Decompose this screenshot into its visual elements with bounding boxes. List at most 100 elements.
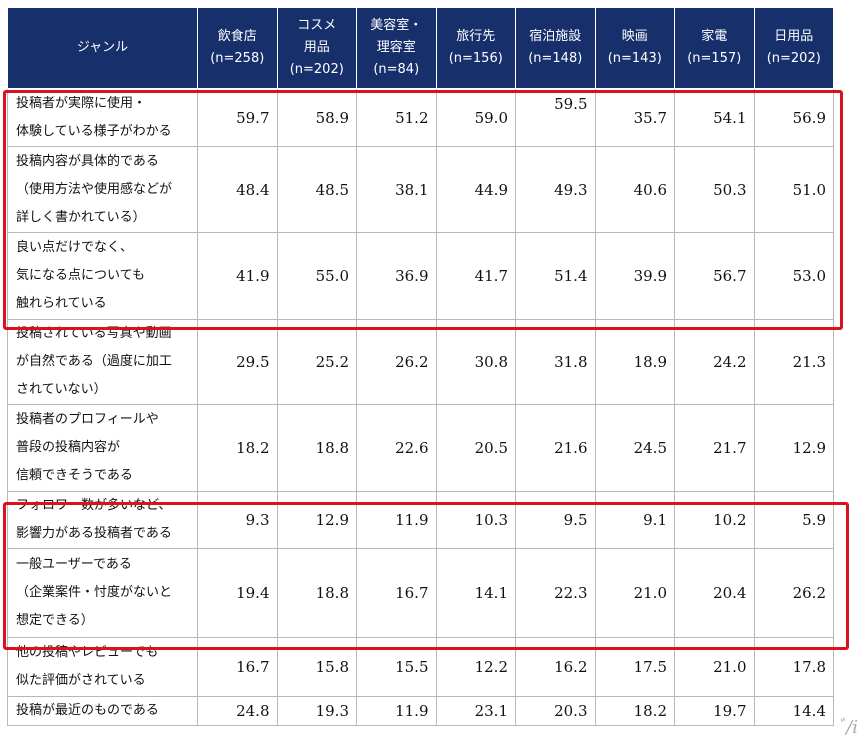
col-header-travel: 旅行先 (n=156) (435, 7, 516, 89)
table-row: 投稿内容が具体的である （使用方法や使用感などが 詳しく書かれている） 48.4… (7, 146, 834, 233)
value-cell: 24.5 (594, 404, 675, 492)
value-cell: 51.2 (356, 88, 437, 147)
table-row: 一般ユーザーである （企業案件・忖度がないと 想定できる） 19.4 18.8 … (7, 548, 834, 638)
col-header-name: 日用品 (774, 29, 814, 44)
table-row: 良い点だけでなく、 気になる点についても 触れられている 41.9 55.0 3… (7, 232, 834, 320)
value-cell: 26.2 (753, 548, 834, 638)
row-label-line: が自然である（過度に加工 (16, 354, 172, 369)
col-header-daily-goods: 日用品 (n=202) (753, 7, 834, 89)
row-label: 投稿内容が具体的である （使用方法や使用感などが 詳しく書かれている） (7, 146, 198, 233)
col-header-n: (n=148) (528, 51, 583, 66)
value-cell: 20.3 (515, 696, 596, 726)
value-cell: 18.9 (594, 319, 675, 405)
genre-header: ジャンル (7, 7, 198, 89)
value-cell: 49.3 (515, 146, 596, 233)
row-label: 他の投稿やレビューでも 似た評価がされている (7, 637, 198, 697)
row-label-line: 普段の投稿内容が (16, 440, 121, 455)
value-cell: 17.8 (753, 637, 834, 697)
col-header-n: (n=143) (607, 51, 662, 66)
value-cell: 56.9 (753, 88, 834, 147)
table-row: 投稿者のプロフィールや 普段の投稿内容が 信頼できそうである 18.2 18.8… (7, 404, 834, 492)
value-cell: 21.0 (674, 637, 755, 697)
row-label-line: 一般ユーザーである (16, 557, 132, 572)
value-cell: 23.1 (435, 696, 516, 726)
col-header-n: (n=202) (289, 62, 344, 77)
value-cell: 5.9 (753, 491, 834, 549)
value-cell: 11.9 (356, 491, 437, 549)
value-cell: 48.4 (197, 146, 278, 233)
value-cell: 12.2 (435, 637, 516, 697)
col-header-name: 宿泊施設 (529, 29, 582, 44)
value-cell: 18.2 (197, 404, 278, 492)
col-header-name: 旅行先 (456, 29, 496, 44)
value-cell: 20.5 (435, 404, 516, 492)
col-header-n: (n=84) (373, 62, 420, 77)
value-cell: 18.2 (594, 696, 675, 726)
value-cell: 24.8 (197, 696, 278, 726)
value-cell: 26.2 (356, 319, 437, 405)
row-label-line: されていない） (16, 382, 107, 397)
row-label-line: 投稿されている写真や動画 (16, 326, 172, 341)
row-label: 投稿されている写真や動画 が自然である（過度に加工 されていない） (7, 319, 198, 405)
value-cell: 59.0 (435, 88, 516, 147)
value-cell: 10.2 (674, 491, 755, 549)
col-header-n: (n=258) (210, 51, 265, 66)
col-header-n: (n=202) (766, 51, 821, 66)
value-cell: 20.4 (674, 548, 755, 638)
row-label-line: 信頼できそうである (16, 468, 133, 483)
value-cell: 29.5 (197, 319, 278, 405)
value-cell: 12.9 (276, 491, 357, 549)
survey-table: ジャンル 飲食店 (n=258) コスメ 用品 (n=202) 美容室・ 理容室… (7, 7, 834, 726)
value-cell: 15.5 (356, 637, 437, 697)
row-label: フォロワー数が多いなど、 影響力がある投稿者である (7, 491, 198, 549)
value-cell: 44.9 (435, 146, 516, 233)
header-row: ジャンル 飲食店 (n=258) コスメ 用品 (n=202) 美容室・ 理容室… (7, 7, 834, 89)
value-cell: 9.5 (515, 491, 596, 549)
col-header-name: 美容室・ (370, 18, 423, 33)
value-cell: 10.3 (435, 491, 516, 549)
value-cell: 39.9 (594, 232, 675, 320)
value-cell: 36.9 (356, 232, 437, 320)
row-label: 一般ユーザーである （企業案件・忖度がないと 想定できる） (7, 548, 198, 638)
row-label-line: 他の投稿やレビューでも (16, 645, 159, 660)
value-cell: 22.3 (515, 548, 596, 638)
value-cell: 55.0 (276, 232, 357, 320)
value-cell: 9.3 (197, 491, 278, 549)
value-cell: 9.1 (594, 491, 675, 549)
row-label-line: 気になる点についても (16, 268, 145, 283)
row-label-line: 投稿内容が具体的である (16, 153, 159, 169)
row-label-line: 投稿者が実際に使用・ (16, 95, 147, 111)
row-label-line: （使用方法や使用感などが (16, 181, 173, 197)
value-cell: 53.0 (753, 232, 834, 320)
row-label: 投稿者が実際に使用・ 体験している様子がわかる (7, 88, 198, 147)
value-cell: 12.9 (753, 404, 834, 492)
value-cell: 18.8 (276, 548, 357, 638)
value-cell: 19.7 (674, 696, 755, 726)
value-cell: 35.7 (594, 88, 675, 147)
row-label-line: 詳しく書かれている） (16, 209, 146, 225)
col-header-cosmetics: コスメ 用品 (n=202) (276, 7, 357, 89)
value-cell: 30.8 (435, 319, 516, 405)
col-header-name: 家電 (701, 29, 728, 44)
col-header-restaurant: 飲食店 (n=258) (197, 7, 278, 89)
value-cell: 25.2 (276, 319, 357, 405)
value-cell: 50.3 (674, 146, 755, 233)
value-cell: 51.0 (753, 146, 834, 233)
row-label-line: 想定できる） (16, 613, 94, 628)
value-cell: 14.4 (753, 696, 834, 726)
row-label-line: 体験している様子がわかる (16, 123, 172, 139)
col-header-appliance: 家電 (n=157) (674, 7, 755, 89)
value-cell: 21.0 (594, 548, 675, 638)
row-label: 投稿が最近のものである (7, 696, 198, 726)
col-header-name-2: 用品 (303, 40, 330, 55)
value-cell: 54.1 (674, 88, 755, 147)
value-cell: 19.4 (197, 548, 278, 638)
value-cell: 48.5 (276, 146, 357, 233)
row-label-line: フォロワー数が多いなど、 (16, 498, 172, 513)
value-cell: 59.5 (515, 88, 596, 147)
value-cell: 41.9 (197, 232, 278, 320)
col-header-name: 飲食店 (217, 29, 257, 44)
table-row: フォロワー数が多いなど、 影響力がある投稿者である 9.3 12.9 11.9 … (7, 491, 834, 549)
row-label-line: 似た評価がされている (16, 673, 146, 688)
table-row: 投稿されている写真や動画 が自然である（過度に加工 されていない） 29.5 2… (7, 319, 834, 405)
